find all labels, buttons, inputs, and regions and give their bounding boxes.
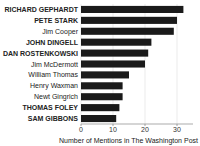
category-label: JOHN DINGELL [26,39,79,46]
category-label: William Thomas [28,71,78,78]
category-label: Henry Waxman [30,82,78,90]
category-label: Newt Gingrich [34,93,78,101]
bar [81,6,183,13]
category-label: DAN ROSTENKOWSKI [3,50,78,57]
tick-label: 0 [79,126,83,133]
tick-label: 20 [141,126,149,133]
category-label: Jim McDermott [31,61,78,68]
bar [81,93,123,100]
background [0,0,200,146]
bar [81,104,119,111]
bar [81,28,174,35]
category-label: Jim Cooper [42,28,78,36]
bars [81,6,183,122]
category-label: PETE STARK [34,17,78,24]
bar [81,39,151,46]
bar [81,60,145,67]
tick-label: 30 [173,126,181,133]
category-label: THOMAS FOLEY [22,104,78,111]
category-label: RICHARD GEPHARDT [5,6,79,13]
chart: RICHARD GEPHARDT PETE STARK Jim Cooper JOHN… [0,0,200,146]
category-label: SAM GIBBONS [28,115,79,122]
x-axis-label: Number of Mentions in The Washington Pos… [59,137,198,145]
bar [81,50,148,57]
bar [81,17,177,24]
bar [81,115,116,122]
bar [81,71,129,78]
x-axis-line [81,124,193,125]
tick-label: 10 [109,126,117,133]
bar [81,82,123,89]
